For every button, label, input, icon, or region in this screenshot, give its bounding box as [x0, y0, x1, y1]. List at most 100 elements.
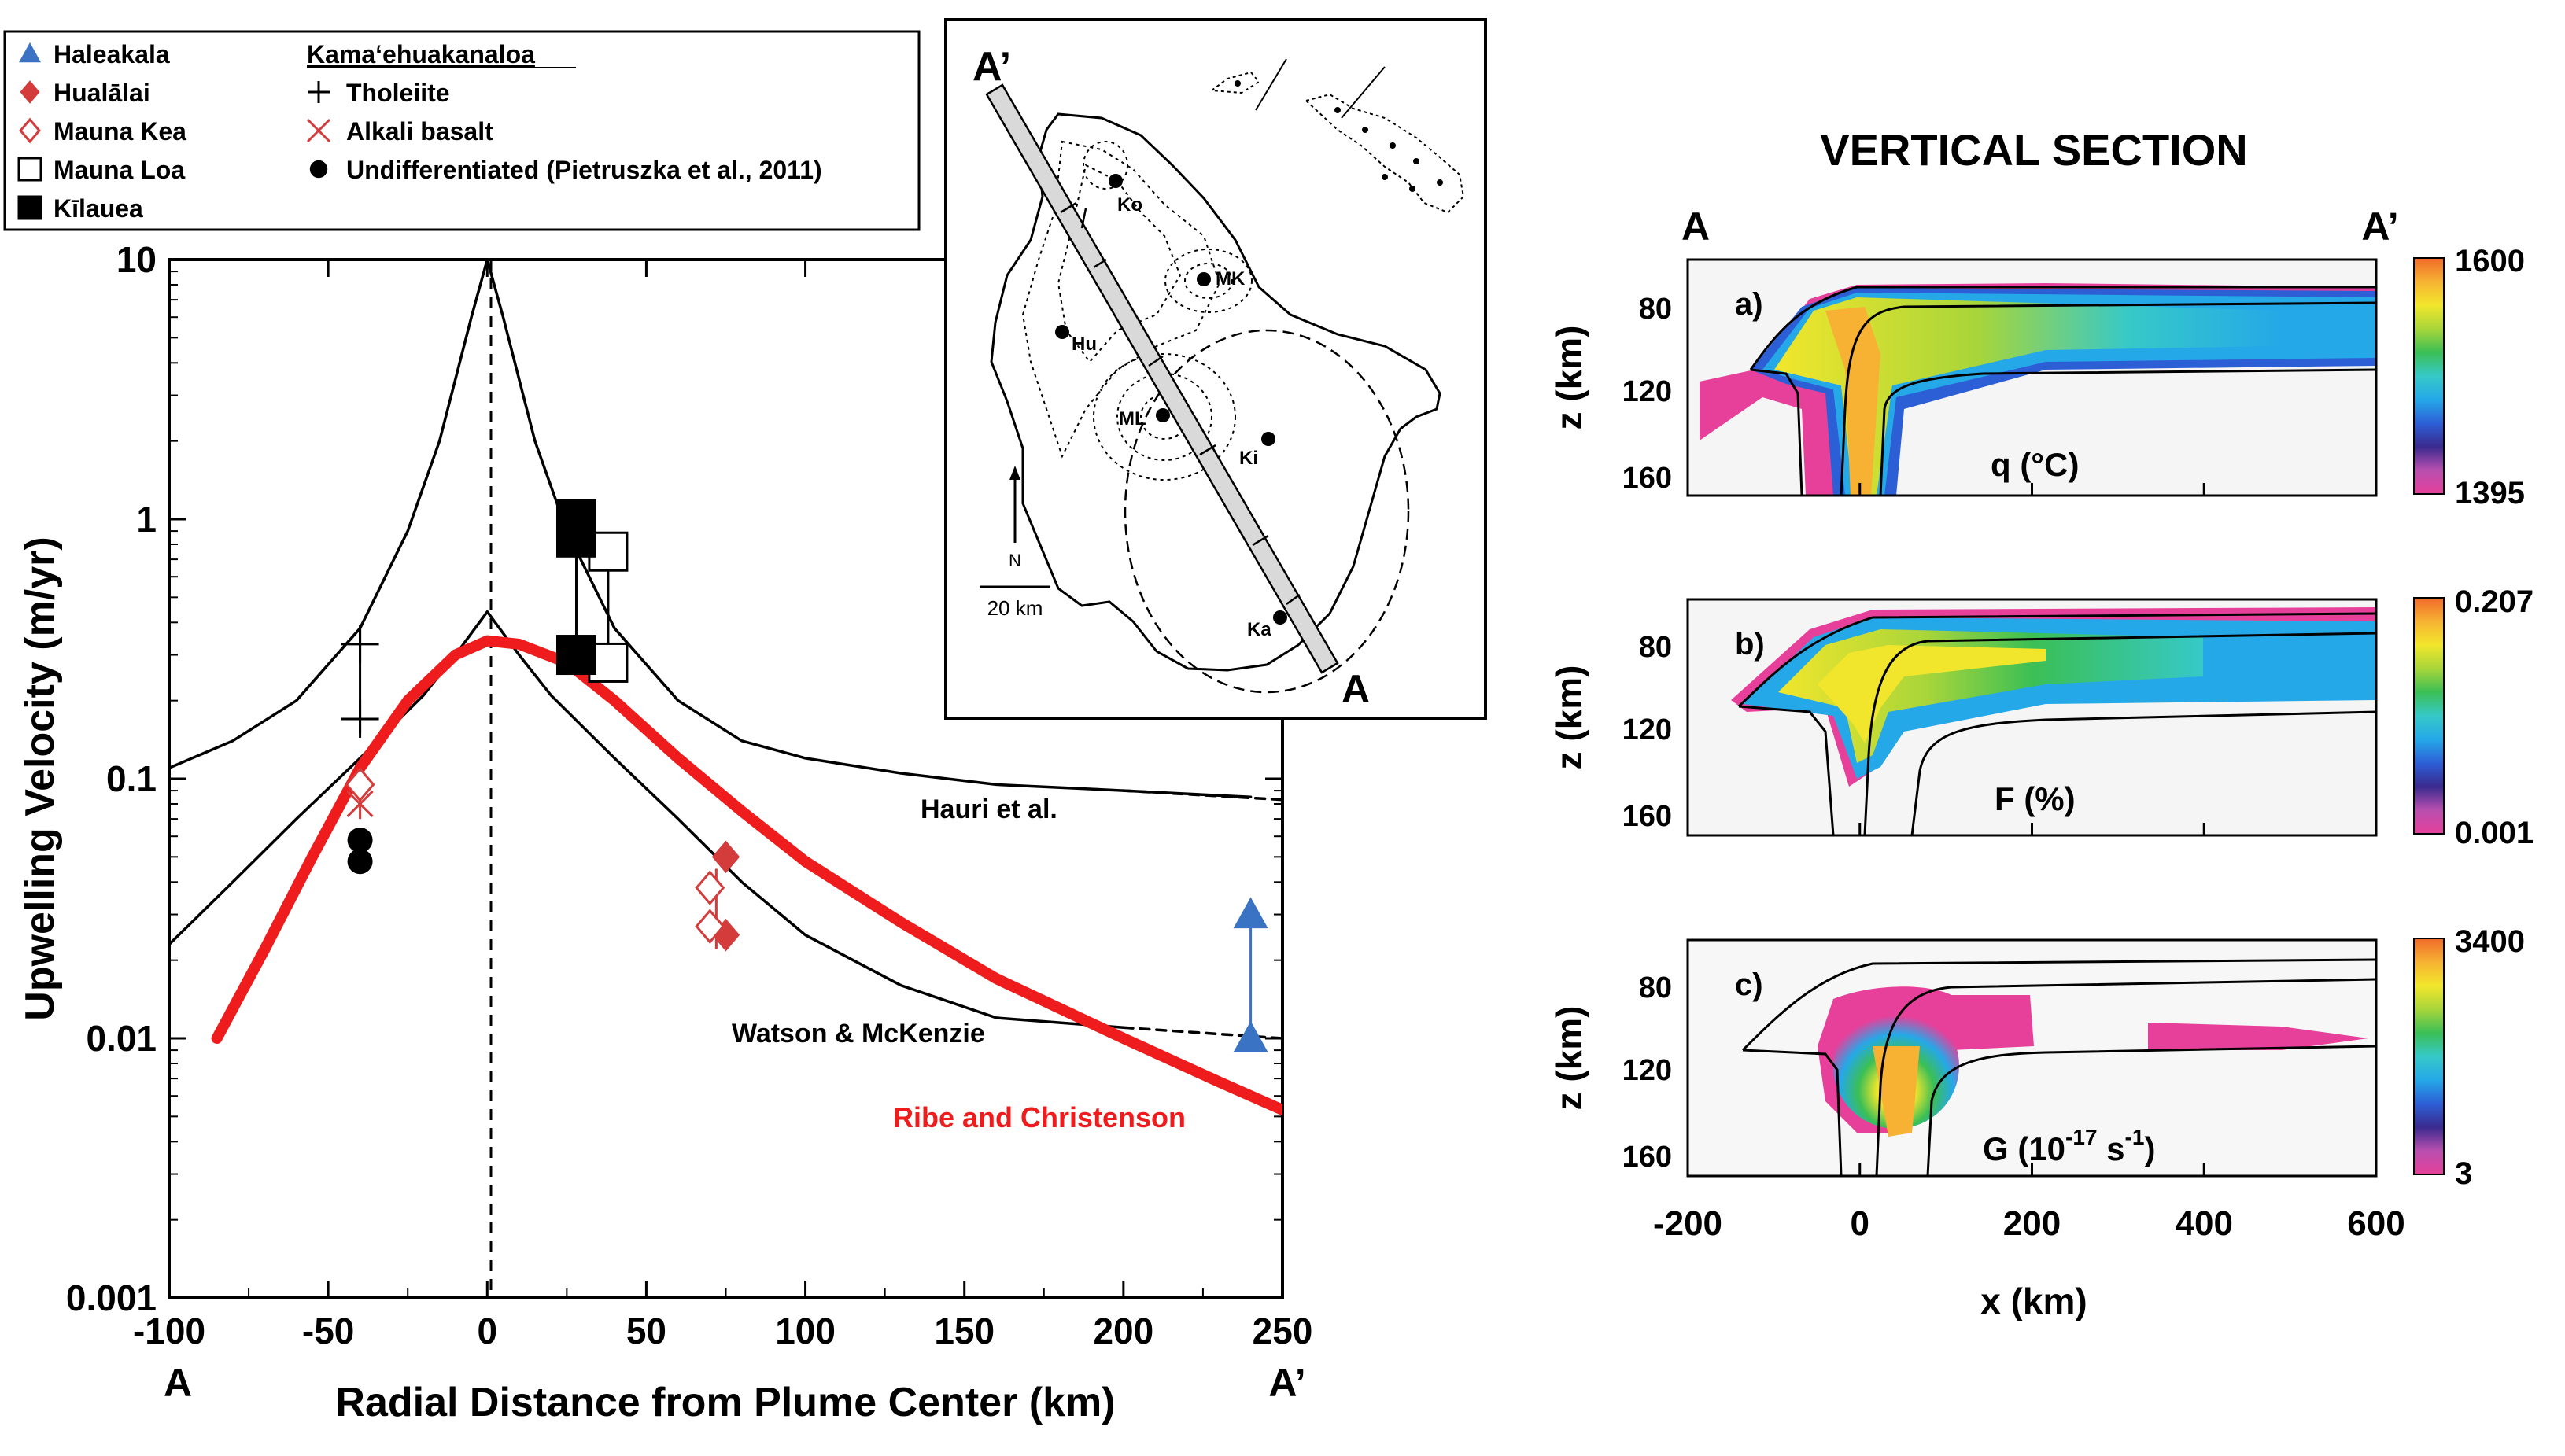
point-mauna-kea: [345, 767, 375, 802]
y-axis-label: Upwelling Velocity (m/yr): [17, 536, 63, 1020]
panel-a-colorbar: [2413, 257, 2445, 495]
panel-c: c) G (10-17 s-1) z (km) 80 120 160 3400 …: [1548, 924, 2525, 1191]
panel-c-ytick-80: 80: [1639, 971, 1672, 1004]
vertical-section-chart: VERTICAL SECTION A A’ a) q (°C) z (km) 8…: [1548, 125, 2534, 1321]
transect-bar: [985, 83, 1339, 674]
panel-b-ytick-120: 120: [1622, 713, 1672, 746]
x-end-label-a-prime: A’: [1268, 1361, 1305, 1405]
panel-a-cbar-max: 1600: [2455, 244, 2525, 278]
legend-label-mauna-loa: Mauna Loa: [54, 156, 185, 184]
point-mauna-kea-shape: [345, 767, 375, 802]
panel-a-ytick-120: 120: [1622, 375, 1672, 408]
volcano-label-ka: Ka: [1247, 619, 1271, 640]
upwelling-velocity-chart: -100 -50 0 50 100 150 200 250 0.001 0.01 0.1 1 10 Up…: [3, 30, 1313, 1425]
panel-c-yticks: 80 120 160: [1622, 971, 1672, 1174]
section-x-tick-label: -200: [1653, 1204, 1722, 1243]
legend-marker-alkali-basalt-b: [306, 118, 331, 143]
panel-c-ytick-160: 160: [1622, 1141, 1672, 1174]
topographic-contours: [1021, 140, 1253, 481]
x-tick-label: 0: [477, 1310, 497, 1351]
panel-c-ytick-120: 120: [1622, 1054, 1672, 1087]
curve-label-ribe: Ribe and Christenson: [893, 1101, 1186, 1133]
volcano-label-ko: Ko: [1117, 194, 1142, 216]
section-x-tick-label: 400: [2176, 1204, 2233, 1243]
point-undifferentiated-pietruszka-et-al-2011: [347, 828, 373, 853]
map-label-a: A: [1342, 667, 1370, 711]
legend-right-column: Tholeiite Alkali basalt Undifferentiated (…: [306, 79, 822, 184]
point-undifferentiated-pietruszka-et-al-2011-shape: [347, 849, 373, 875]
panel-c-cbar-max: 3400: [2455, 924, 2525, 959]
panel-b-ylabel: z (km): [1548, 665, 1589, 770]
point-huala-lai-shape: [711, 840, 740, 874]
panel-a-yticks: 80 120 160: [1622, 293, 1672, 495]
panel-a-ylabel: z (km): [1548, 326, 1589, 430]
legend-marker-mauna-loa: [17, 157, 42, 182]
panel-b-tag: b): [1735, 627, 1765, 662]
panel-c-tag: c): [1735, 968, 1763, 1002]
point-undifferentiated-pietruszka-et-al-2011-shape: [347, 828, 373, 853]
map-label-a-prime: A’: [972, 44, 1011, 90]
legend-marker-mauna-kea-shape: [19, 117, 41, 144]
x-tick-label: 200: [1093, 1310, 1153, 1351]
legend-marker-tholeiite: [308, 81, 330, 103]
x-tick-label: 150: [934, 1310, 995, 1351]
axis-ticks: -100 -50 0 50 100 150 200 250 0.001 0.01 0.1 1 10: [66, 239, 1313, 1351]
point-ki-lauea: [555, 517, 596, 558]
panel-b-ytick-80: 80: [1639, 631, 1672, 664]
point-haleakala-shape: [1233, 1021, 1268, 1052]
point-alkali-basalt-b: [346, 790, 374, 818]
data-points: [341, 499, 1268, 1052]
island-map-inset: Ko MK Hu ML Ki Ka A’ A N 20 km: [944, 18, 1487, 720]
panel-b: b) F (%) z (km) 80 120 160 0.207 0.001: [1548, 584, 2534, 850]
panel-b-cbar-max: 0.207: [2455, 584, 2534, 619]
x-tick-label: 50: [626, 1310, 666, 1351]
scale-label: 20 km: [987, 596, 1043, 620]
legend-label-huala-lai: Hualālai: [54, 79, 150, 107]
panel-c-quantity-exp2: -1: [2125, 1125, 2145, 1149]
volcano-dot-mk: [1197, 272, 1211, 286]
x-axis-label: Radial Distance from Plume Center (km): [335, 1380, 1115, 1425]
y-tick-label: 1: [136, 499, 157, 540]
point-undifferentiated-pietruszka-et-al-2011: [347, 849, 373, 875]
panel-c-quantity: G (10-17 s-1): [1983, 1125, 2155, 1167]
panel-c-cbar-min: 3: [2455, 1156, 2472, 1191]
point-ki-lauea-shape: [555, 635, 596, 676]
legend-marker-ki-lauea: [17, 195, 42, 220]
section-x-ticks: -200 0 200 400 600: [1653, 483, 2405, 1243]
section-x-tick-label: 200: [2003, 1204, 2061, 1243]
point-tholeiite: [341, 625, 379, 663]
volcano-dot-ml: [1156, 408, 1170, 422]
panel-a: a) q (°C) z (km) 80 120 160 1600 1395: [1548, 244, 2525, 511]
island-outline: [990, 112, 1441, 672]
panel-a-quantity: q (°C): [1991, 446, 2079, 483]
legend-left-column: Haleakala Hualālai Mauna Kea Mauna Loa Kīlau…: [17, 40, 186, 223]
panel-b-colorbar: [2413, 597, 2445, 835]
legend-marker-haleakala-shape: [19, 42, 41, 63]
volcano-dot-ki: [1261, 432, 1275, 446]
point-haleakala: [1233, 897, 1268, 929]
point-ki-lauea: [555, 635, 596, 676]
panel-a-cbar-min: 1395: [2455, 476, 2525, 511]
curve-watson-mckenzie: [169, 610, 1125, 1030]
point-haleakala: [1233, 1021, 1268, 1052]
x-tick-label: 100: [775, 1310, 836, 1351]
panel-b-quantity: F (%): [1995, 780, 2076, 817]
plume-circle: [1124, 329, 1410, 694]
x-tick-label: 250: [1253, 1310, 1313, 1351]
panel-c-ylabel: z (km): [1548, 1006, 1589, 1111]
legend-right-header: Kama‘ehuakanaloa: [307, 40, 535, 68]
curve-hauri-extrapolation: [1122, 789, 1282, 802]
point-tholeiite: [341, 699, 379, 738]
section-title: VERTICAL SECTION: [1820, 125, 2247, 175]
point-mauna-kea-shape: [695, 870, 725, 905]
legend-label-mauna-kea: Mauna Kea: [54, 117, 186, 146]
section-end-label-a: A: [1681, 205, 1710, 249]
legend-marker-ki-lauea-shape: [17, 195, 42, 220]
section-end-label-a-prime: A’: [2361, 205, 2398, 249]
legend-box: [3, 30, 921, 231]
panel-a-ytick-160: 160: [1622, 462, 1672, 495]
y-tick-label: 10: [116, 239, 157, 280]
x-end-label-a: A: [164, 1361, 192, 1405]
legend-marker-mauna-loa-shape: [17, 157, 42, 182]
